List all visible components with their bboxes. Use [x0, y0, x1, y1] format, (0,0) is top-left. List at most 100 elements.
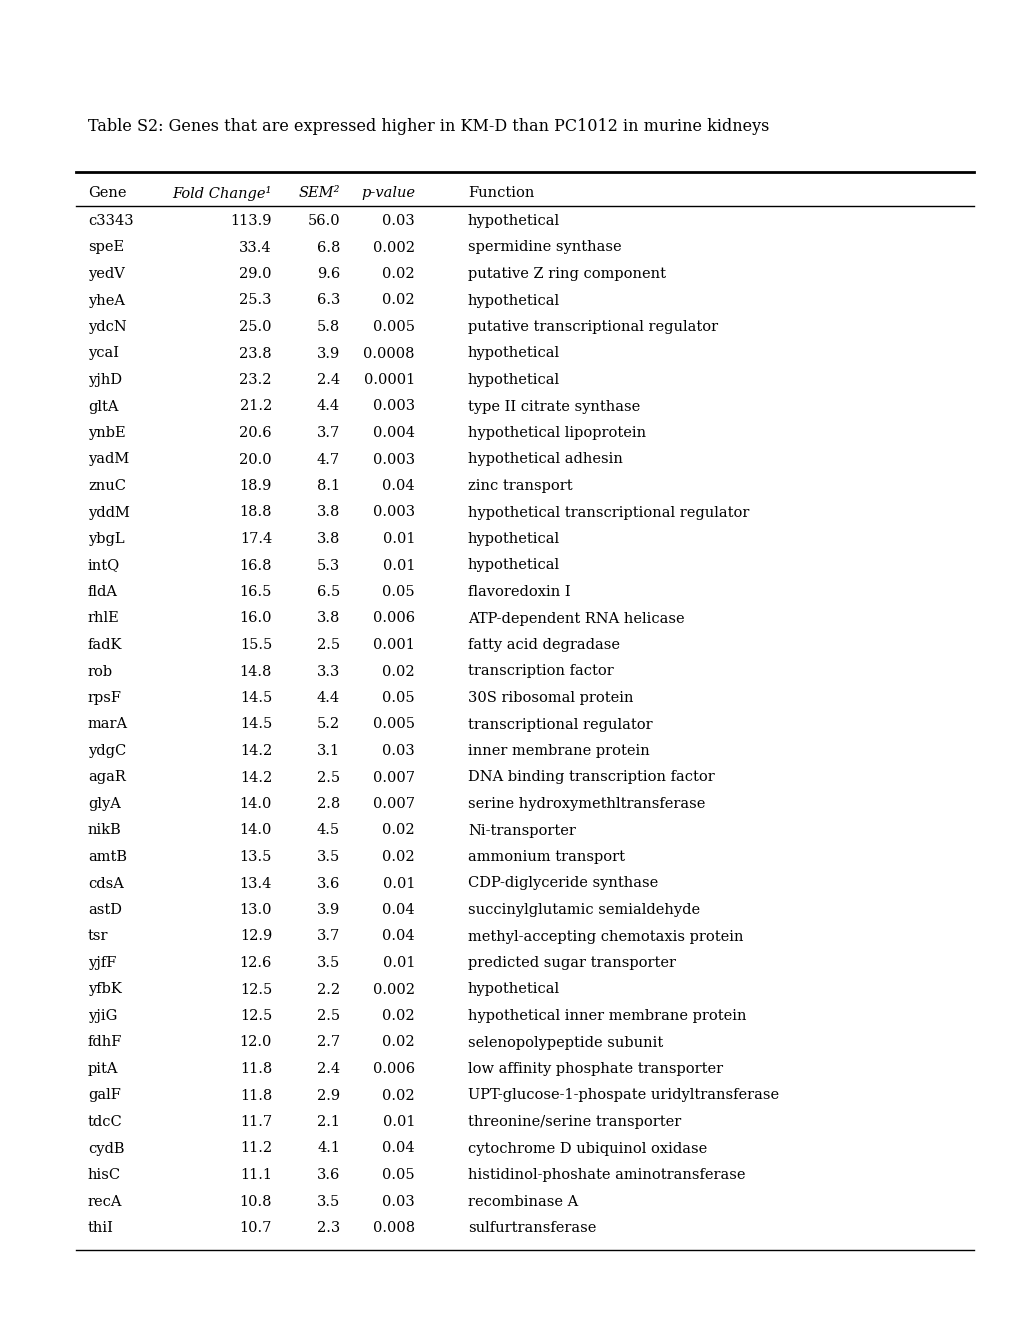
Text: 23.2: 23.2: [239, 374, 272, 387]
Text: intQ: intQ: [88, 558, 120, 573]
Text: speE: speE: [88, 240, 124, 255]
Text: predicted sugar transporter: predicted sugar transporter: [468, 956, 676, 970]
Text: 113.9: 113.9: [230, 214, 272, 228]
Text: 0.005: 0.005: [373, 718, 415, 731]
Text: 0.02: 0.02: [382, 1089, 415, 1102]
Text: 0.01: 0.01: [382, 956, 415, 970]
Text: Fold Change¹: Fold Change¹: [172, 186, 272, 201]
Text: methyl-accepting chemotaxis protein: methyl-accepting chemotaxis protein: [468, 929, 743, 944]
Text: 6.8: 6.8: [316, 240, 339, 255]
Text: 6.3: 6.3: [316, 293, 339, 308]
Text: hypothetical transcriptional regulator: hypothetical transcriptional regulator: [468, 506, 749, 520]
Text: yheA: yheA: [88, 293, 125, 308]
Text: 0.006: 0.006: [373, 611, 415, 626]
Text: hisC: hisC: [88, 1168, 121, 1181]
Text: 14.8: 14.8: [239, 664, 272, 678]
Text: 0.03: 0.03: [382, 214, 415, 228]
Text: yjiG: yjiG: [88, 1008, 117, 1023]
Text: cydB: cydB: [88, 1142, 124, 1155]
Text: 0.04: 0.04: [382, 479, 415, 492]
Text: ydcN: ydcN: [88, 319, 126, 334]
Text: astD: astD: [88, 903, 122, 917]
Text: 0.02: 0.02: [382, 1035, 415, 1049]
Text: yfbK: yfbK: [88, 982, 121, 997]
Text: 2.9: 2.9: [317, 1089, 339, 1102]
Text: 30S ribosomal protein: 30S ribosomal protein: [468, 690, 633, 705]
Text: 0.05: 0.05: [382, 585, 415, 599]
Text: rob: rob: [88, 664, 113, 678]
Text: 16.5: 16.5: [239, 585, 272, 599]
Text: 3.3: 3.3: [316, 664, 339, 678]
Text: 25.0: 25.0: [239, 319, 272, 334]
Text: 0.02: 0.02: [382, 850, 415, 865]
Text: 18.8: 18.8: [239, 506, 272, 520]
Text: Function: Function: [468, 186, 534, 201]
Text: 0.01: 0.01: [382, 532, 415, 546]
Text: 20.0: 20.0: [239, 453, 272, 466]
Text: 13.4: 13.4: [239, 876, 272, 891]
Text: 14.5: 14.5: [239, 690, 272, 705]
Text: 17.4: 17.4: [239, 532, 272, 546]
Text: 16.0: 16.0: [239, 611, 272, 626]
Text: 2.7: 2.7: [317, 1035, 339, 1049]
Text: cdsA: cdsA: [88, 876, 123, 891]
Text: galF: galF: [88, 1089, 121, 1102]
Text: 11.2: 11.2: [239, 1142, 272, 1155]
Text: cytochrome D ubiquinol oxidase: cytochrome D ubiquinol oxidase: [468, 1142, 706, 1155]
Text: 4.1: 4.1: [317, 1142, 339, 1155]
Text: 2.4: 2.4: [317, 1063, 339, 1076]
Text: 0.008: 0.008: [373, 1221, 415, 1236]
Text: 5.8: 5.8: [317, 319, 339, 334]
Text: hypothetical: hypothetical: [468, 346, 559, 360]
Text: 0.005: 0.005: [373, 319, 415, 334]
Text: 0.02: 0.02: [382, 267, 415, 281]
Text: 0.02: 0.02: [382, 824, 415, 837]
Text: 4.4: 4.4: [317, 690, 339, 705]
Text: 33.4: 33.4: [239, 240, 272, 255]
Text: 0.01: 0.01: [382, 558, 415, 573]
Text: UPT-glucose-1-phospate uridyltransferase: UPT-glucose-1-phospate uridyltransferase: [468, 1089, 779, 1102]
Text: 0.003: 0.003: [373, 453, 415, 466]
Text: 4.5: 4.5: [317, 824, 339, 837]
Text: ycaI: ycaI: [88, 346, 119, 360]
Text: 56.0: 56.0: [307, 214, 339, 228]
Text: 2.3: 2.3: [317, 1221, 339, 1236]
Text: ATP-dependent RNA helicase: ATP-dependent RNA helicase: [468, 611, 684, 626]
Text: sulfurtransferase: sulfurtransferase: [468, 1221, 596, 1236]
Text: DNA binding transcription factor: DNA binding transcription factor: [468, 771, 714, 784]
Text: 14.0: 14.0: [239, 797, 272, 810]
Text: 4.4: 4.4: [317, 400, 339, 413]
Text: 0.002: 0.002: [373, 240, 415, 255]
Text: pitA: pitA: [88, 1063, 118, 1076]
Text: 2.2: 2.2: [317, 982, 339, 997]
Text: 11.8: 11.8: [239, 1063, 272, 1076]
Text: hypothetical: hypothetical: [468, 982, 559, 997]
Text: 11.7: 11.7: [239, 1115, 272, 1129]
Text: recombinase A: recombinase A: [468, 1195, 578, 1209]
Text: hypothetical: hypothetical: [468, 293, 559, 308]
Text: hypothetical adhesin: hypothetical adhesin: [468, 453, 623, 466]
Text: 12.5: 12.5: [239, 982, 272, 997]
Text: fdhF: fdhF: [88, 1035, 122, 1049]
Text: 12.0: 12.0: [239, 1035, 272, 1049]
Text: 3.9: 3.9: [317, 903, 339, 917]
Text: 0.04: 0.04: [382, 903, 415, 917]
Text: 12.5: 12.5: [239, 1008, 272, 1023]
Text: 0.05: 0.05: [382, 690, 415, 705]
Text: znuC: znuC: [88, 479, 126, 492]
Text: ydgC: ydgC: [88, 744, 126, 758]
Text: 29.0: 29.0: [239, 267, 272, 281]
Text: 0.01: 0.01: [382, 1115, 415, 1129]
Text: 0.004: 0.004: [373, 426, 415, 440]
Text: thiI: thiI: [88, 1221, 114, 1236]
Text: putative transcriptional regulator: putative transcriptional regulator: [468, 319, 717, 334]
Text: 2.8: 2.8: [317, 797, 339, 810]
Text: amtB: amtB: [88, 850, 127, 865]
Text: 0.007: 0.007: [373, 797, 415, 810]
Text: 12.9: 12.9: [239, 929, 272, 944]
Text: inner membrane protein: inner membrane protein: [468, 744, 649, 758]
Text: 0.02: 0.02: [382, 664, 415, 678]
Text: serine hydroxymethltransferase: serine hydroxymethltransferase: [468, 797, 705, 810]
Text: 15.5: 15.5: [239, 638, 272, 652]
Text: nikB: nikB: [88, 824, 121, 837]
